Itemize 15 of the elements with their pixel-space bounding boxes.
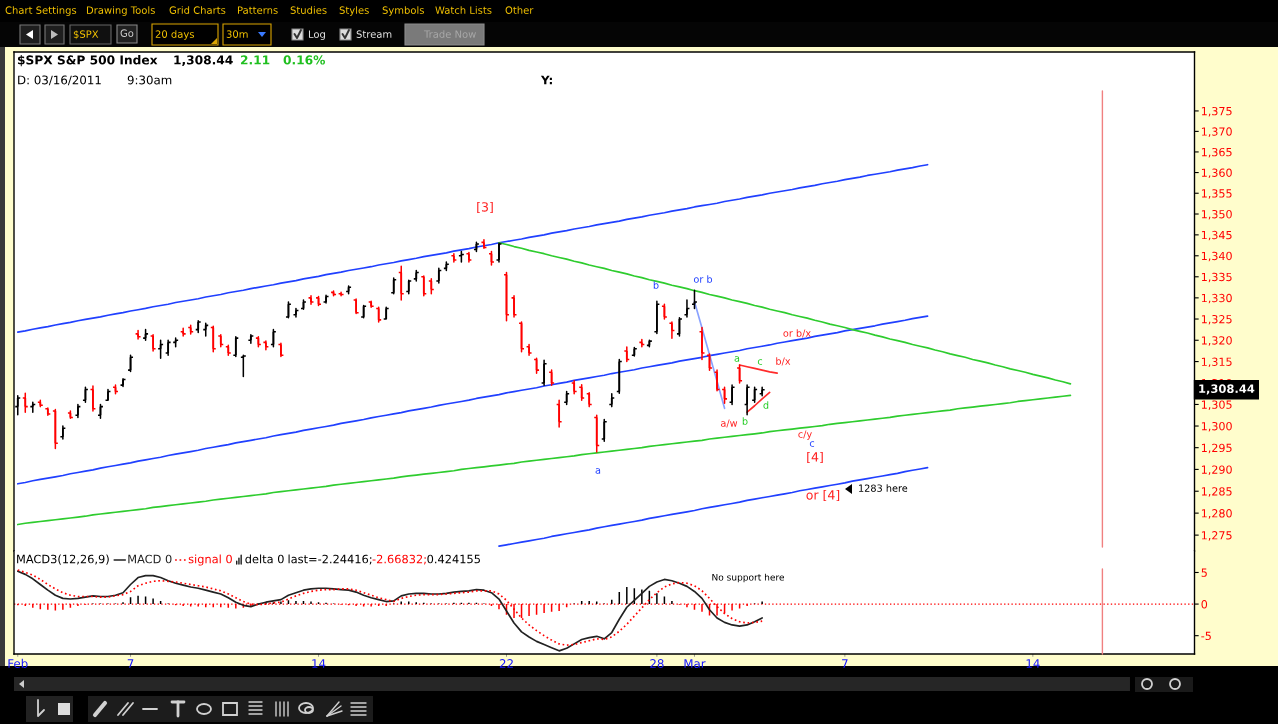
text: Log [308,30,325,40]
text: 30m [226,30,248,38]
text: Drawing Tools [86,6,155,16]
text: Watch Lists [435,6,492,14]
text: Styles [339,6,369,16]
text: Go [120,29,134,37]
text: Stream [356,30,392,38]
text: 20 days [155,30,195,40]
text: Grid Charts [169,6,226,14]
text: Chart Settings [5,6,77,16]
text: Patterns [237,6,278,14]
text: Other [505,6,534,14]
text: $SPX [73,30,99,40]
text: Symbols [382,6,424,16]
text: Studies [290,6,327,14]
